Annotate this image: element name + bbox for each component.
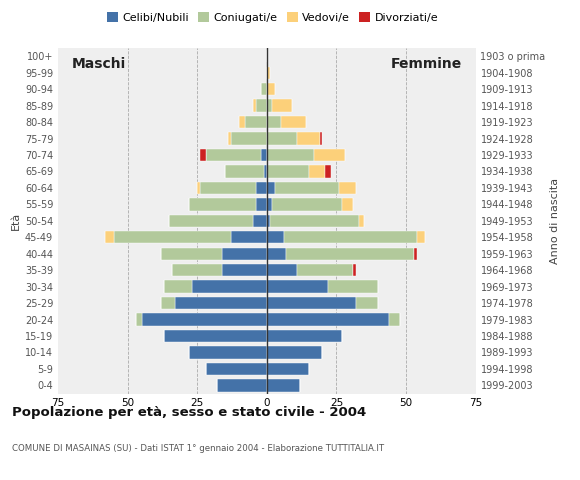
Bar	[189, 346, 267, 359]
Bar	[287, 248, 414, 260]
Bar	[267, 231, 284, 243]
Text: Femmine: Femmine	[390, 58, 462, 72]
Bar	[267, 182, 275, 194]
Bar	[114, 231, 231, 243]
Bar	[261, 83, 267, 96]
Bar	[339, 182, 356, 194]
Bar	[239, 116, 245, 128]
Bar	[325, 165, 331, 178]
Bar	[353, 264, 356, 276]
Bar	[225, 165, 264, 178]
Bar	[267, 297, 356, 309]
Bar	[320, 132, 322, 144]
Bar	[189, 198, 256, 211]
Y-axis label: Anno di nascita: Anno di nascita	[550, 178, 560, 264]
Bar	[205, 363, 267, 375]
Bar	[284, 231, 417, 243]
Bar	[217, 379, 267, 392]
Bar	[417, 231, 426, 243]
Bar	[275, 182, 339, 194]
Bar	[164, 330, 267, 342]
Bar	[267, 280, 328, 293]
Bar	[273, 198, 342, 211]
Bar	[267, 248, 287, 260]
Bar	[267, 330, 342, 342]
Bar	[267, 165, 309, 178]
Bar	[270, 215, 358, 227]
Bar	[205, 149, 261, 161]
Bar	[245, 116, 267, 128]
Bar	[267, 313, 389, 326]
Bar	[298, 264, 353, 276]
Text: COMUNE DI MASAINAS (SU) - Dati ISTAT 1° gennaio 2004 - Elaborazione TUTTITALIA.I: COMUNE DI MASAINAS (SU) - Dati ISTAT 1° …	[12, 444, 384, 453]
Bar	[342, 198, 353, 211]
Bar	[267, 83, 275, 96]
Bar	[267, 132, 298, 144]
Bar	[191, 280, 267, 293]
Bar	[267, 215, 270, 227]
Bar	[197, 182, 200, 194]
Bar	[309, 165, 325, 178]
Bar	[281, 116, 306, 128]
Text: Maschi: Maschi	[72, 58, 126, 72]
Bar	[231, 132, 267, 144]
Bar	[267, 379, 300, 392]
Bar	[222, 264, 267, 276]
Bar	[267, 363, 309, 375]
Legend: Celibi/Nubili, Coniugati/e, Vedovi/e, Divorziati/e: Celibi/Nubili, Coniugati/e, Vedovi/e, Di…	[103, 8, 443, 27]
Bar	[222, 248, 267, 260]
Bar	[142, 313, 267, 326]
Bar	[136, 313, 142, 326]
Bar	[267, 346, 322, 359]
Bar	[256, 182, 267, 194]
Bar	[261, 149, 267, 161]
Bar	[231, 231, 267, 243]
Bar	[253, 99, 256, 112]
Bar	[228, 132, 231, 144]
Bar	[256, 99, 267, 112]
Bar	[267, 149, 314, 161]
Y-axis label: Età: Età	[10, 212, 21, 230]
Bar	[267, 116, 281, 128]
Bar	[389, 313, 400, 326]
Bar	[267, 264, 298, 276]
Bar	[267, 198, 273, 211]
Bar	[298, 132, 320, 144]
Bar	[200, 149, 205, 161]
Bar	[164, 280, 191, 293]
Bar	[314, 149, 345, 161]
Bar	[172, 264, 222, 276]
Bar	[358, 215, 364, 227]
Bar	[161, 297, 175, 309]
Bar	[414, 248, 417, 260]
Text: Popolazione per età, sesso e stato civile - 2004: Popolazione per età, sesso e stato civil…	[12, 406, 366, 419]
Bar	[273, 99, 292, 112]
Bar	[356, 297, 378, 309]
Bar	[175, 297, 267, 309]
Bar	[256, 198, 267, 211]
Bar	[106, 231, 114, 243]
Bar	[328, 280, 378, 293]
Bar	[267, 67, 270, 79]
Bar	[200, 182, 256, 194]
Bar	[169, 215, 253, 227]
Bar	[264, 165, 267, 178]
Bar	[267, 99, 273, 112]
Bar	[253, 215, 267, 227]
Bar	[161, 248, 222, 260]
